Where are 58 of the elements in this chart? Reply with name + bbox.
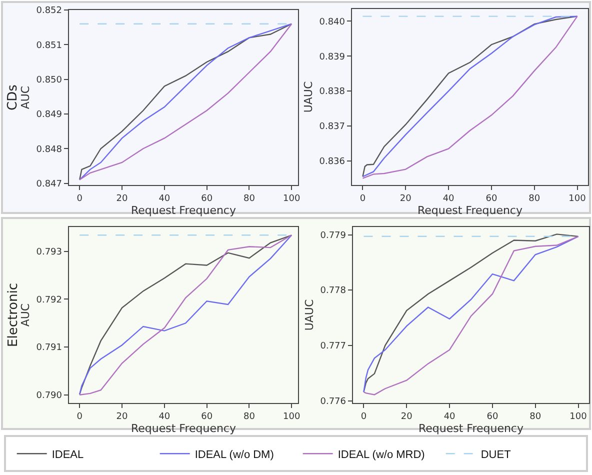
- x-tick-label: 0: [76, 194, 83, 204]
- y-tick-label: 0.839: [319, 52, 346, 62]
- x-tick-label: 100: [568, 194, 586, 204]
- x-tick-label: 100: [283, 194, 300, 204]
- y-tick-label: 0.851: [36, 40, 62, 51]
- x-tick-label: 20: [400, 412, 413, 422]
- x-tick-label: 60: [201, 194, 213, 204]
- y-tick-label: 0.779: [320, 230, 346, 241]
- y-tick-label: 0.850: [36, 75, 62, 86]
- x-tick-label: 100: [283, 412, 300, 422]
- x-tick-label: 40: [158, 412, 170, 422]
- y-tick-label: 0.848: [36, 144, 62, 155]
- y-tick-label: 0.847: [36, 179, 62, 190]
- legend-label: IDEAL: [52, 448, 84, 461]
- y-tick-label: 0.791: [36, 343, 62, 354]
- x-tick-label: 40: [444, 412, 456, 422]
- y-tick-label: 0.837: [319, 122, 345, 132]
- x-tick-label: 80: [528, 194, 540, 204]
- legend-label: IDEAL (w/o DM): [194, 448, 274, 461]
- x-axis-title: Request Frequency: [417, 204, 523, 217]
- y-tick-label: 0.849: [36, 110, 62, 120]
- x-tick-label: 80: [530, 412, 542, 422]
- legend-label: IDEAL (w/o MRD): [338, 448, 425, 461]
- y-tick-label: 0.776: [320, 396, 346, 407]
- x-tick-label: 0: [76, 412, 83, 422]
- x-tick-label: 0: [360, 412, 367, 422]
- x-tick-label: 20: [116, 412, 128, 422]
- text: Electronic: [6, 282, 21, 347]
- legend-label: DUET: [480, 448, 512, 461]
- x-tick-label: 0: [360, 194, 366, 204]
- x-tick-label: 80: [244, 194, 256, 204]
- x-tick-label: 80: [244, 412, 256, 422]
- y-axis-title: UAUC: [302, 81, 315, 113]
- x-tick-label: 60: [201, 412, 213, 422]
- y-tick-label: 0.852: [36, 6, 62, 16]
- y-axis-title: AUC: [18, 303, 32, 327]
- x-tick-label: 40: [158, 194, 170, 204]
- y-tick-label: 0.836: [319, 157, 346, 168]
- x-tick-label: 20: [116, 194, 128, 204]
- x-tick-label: 60: [486, 412, 498, 422]
- y-tick-label: 0.838: [319, 87, 346, 98]
- line-series: [79, 23, 292, 180]
- x-axis-title: Request Frequency: [130, 422, 236, 435]
- x-axis-title: Request Frequency: [130, 204, 236, 217]
- y-tick-label: 0.790: [36, 391, 62, 402]
- y-tick-label: 0.793: [36, 248, 62, 258]
- y-tick-label: 0.840: [319, 17, 346, 28]
- y-tick-label: 0.777: [320, 342, 346, 352]
- y-axis-title: UAUC: [302, 299, 316, 331]
- y-tick-label: 0.792: [36, 295, 62, 306]
- x-axis-title: Request Frequency: [418, 422, 524, 435]
- y-tick-label: 0.778: [320, 286, 346, 296]
- x-tick-label: 20: [400, 194, 412, 204]
- x-tick-label: 40: [442, 194, 455, 204]
- x-tick-label: 100: [570, 412, 588, 422]
- text: CDs: [6, 84, 20, 110]
- x-tick-label: 60: [486, 194, 498, 204]
- y-axis-title: AUC: [18, 86, 32, 110]
